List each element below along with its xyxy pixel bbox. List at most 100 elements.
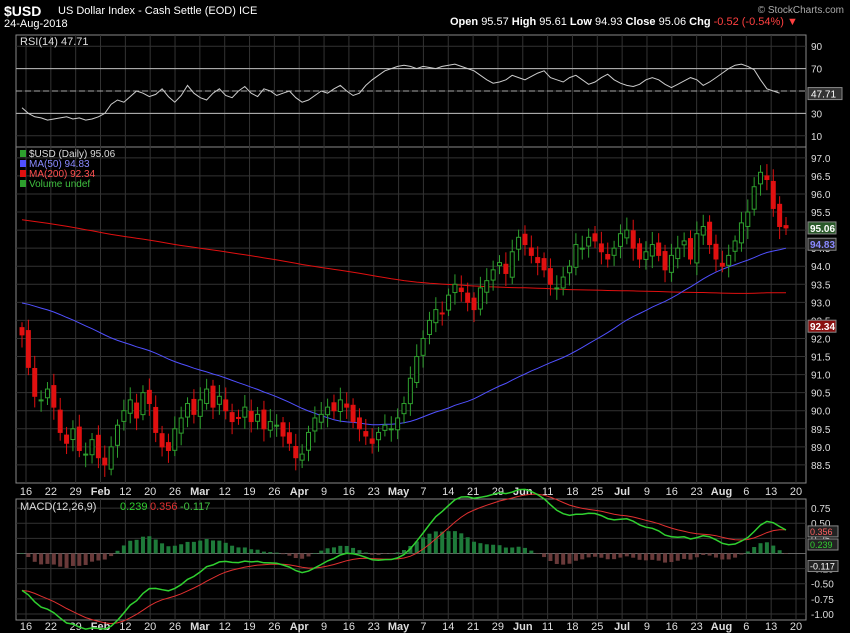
x-tick-label: Jun: [513, 621, 533, 633]
candle-body: [280, 422, 286, 437]
price-tick-label: 88.5: [811, 461, 831, 472]
x-tick-label: 23: [368, 621, 380, 633]
x-tick-label: 12: [219, 486, 231, 498]
macd-hist-bar: [166, 546, 171, 554]
macd-hist-bar: [637, 553, 642, 560]
candle-body: [732, 240, 738, 252]
candle-body: [83, 453, 89, 456]
macd-hist-bar: [650, 553, 655, 560]
price-tick-label: 89.5: [811, 425, 831, 436]
macd-hist-bar: [656, 553, 661, 561]
candle-body: [516, 236, 522, 250]
candle-body: [694, 233, 700, 264]
macd-hist-bar: [211, 540, 215, 554]
candle-body: [76, 426, 82, 451]
macd-tick-label: -0.50: [811, 580, 834, 591]
x-tick-label: Apr: [290, 486, 310, 498]
macd-hist-bar: [612, 553, 617, 560]
candle-body: [376, 431, 382, 441]
macd-hist-bar: [204, 538, 209, 554]
candle-body: [535, 257, 541, 264]
macd-hist-bar: [465, 537, 470, 554]
x-tick-label: 20: [144, 486, 156, 498]
x-tick-label: 19: [243, 621, 255, 633]
candle-body: [522, 233, 528, 246]
macd-hist-bar: [726, 553, 731, 560]
price-panel: [15, 146, 807, 484]
candle-body: [102, 457, 108, 466]
x-tick-label: 16: [343, 621, 355, 633]
candle-body: [216, 395, 222, 405]
ma200-line: [21, 219, 787, 294]
candle-body: [637, 243, 643, 260]
low-label: Low: [569, 16, 592, 28]
x-tick-label: 18: [566, 621, 578, 633]
macd-tick-label: 0.50: [811, 519, 831, 530]
candle-body: [274, 424, 280, 427]
macd-hist-bar: [618, 553, 623, 558]
macd-hist-bar: [675, 553, 680, 561]
macd-hist-bar: [599, 553, 604, 558]
candle-body: [509, 251, 515, 278]
macd-hist-bar: [586, 553, 591, 558]
macd-hist-bar: [771, 545, 776, 554]
candle-body: [19, 327, 25, 336]
macd-hist-bar: [472, 541, 477, 554]
candle-body: [363, 431, 369, 437]
candle-body: [255, 413, 261, 422]
macd-hist-bar: [663, 553, 668, 563]
price-legend-swatch: [20, 150, 26, 157]
candle-body: [783, 225, 789, 229]
candle-body: [700, 225, 706, 236]
macd-hist-bar: [573, 553, 578, 561]
ma50-legend-swatch: [20, 160, 26, 167]
macd-hist-bar: [242, 547, 247, 554]
macd-value-box: 0.239: [810, 540, 833, 550]
candle-body: [707, 221, 713, 246]
macd-signal-box-frame: [807, 525, 839, 538]
price-tick-label: 91.0: [811, 371, 831, 382]
candle-body: [458, 287, 464, 293]
x-tick-label: 29: [492, 621, 504, 633]
macd-hist-bar: [357, 550, 362, 554]
candle-body: [337, 399, 343, 413]
price-tick-label: 93.0: [811, 298, 831, 309]
macd-hist-bar: [739, 553, 744, 555]
candle-body: [605, 253, 611, 260]
candle-body: [312, 417, 318, 432]
rsi-tick-label: 30: [811, 109, 823, 120]
x-tick-label: 29: [70, 486, 82, 498]
price-tick-label: 96.0: [811, 190, 831, 201]
price-tick-label: 92.0: [811, 334, 831, 345]
candle-body: [547, 268, 553, 285]
macd-hist-bar: [624, 553, 629, 557]
candle-body: [261, 409, 267, 430]
candle-body: [611, 247, 617, 256]
candle-body: [153, 406, 159, 433]
rsi-last-value: 47.71: [811, 90, 836, 101]
macd-hist-bar: [363, 552, 368, 554]
macd-hist-bar: [293, 553, 298, 559]
candle-body: [210, 385, 216, 408]
x-tick-label: 16: [20, 621, 32, 633]
macd-hist-bar: [522, 547, 527, 554]
candle-body: [662, 251, 668, 271]
x-tick-label: 19: [243, 486, 255, 498]
x-tick-label: 25: [591, 486, 603, 498]
candle-body: [764, 175, 770, 181]
macd-hist-bar: [217, 540, 222, 554]
instrument-name: US Dollar Index - Cash Settle (EOD) ICE: [58, 5, 257, 17]
candle-body: [643, 251, 649, 260]
macd-hist-bar: [58, 553, 63, 567]
candle-body: [185, 403, 191, 418]
open-label: Open: [450, 16, 479, 28]
macd-hist-bar: [26, 553, 31, 558]
candle-body: [465, 292, 471, 303]
macd-hist-bar: [516, 546, 521, 554]
price-last-value-box: [807, 221, 837, 235]
rsi-label: RSI(14) 47.71: [20, 36, 88, 48]
macd-hist-bar: [688, 553, 693, 560]
x-tick-label: May: [388, 486, 410, 498]
macd-hist-bar: [198, 540, 203, 554]
x-tick-label: 20: [790, 621, 802, 633]
